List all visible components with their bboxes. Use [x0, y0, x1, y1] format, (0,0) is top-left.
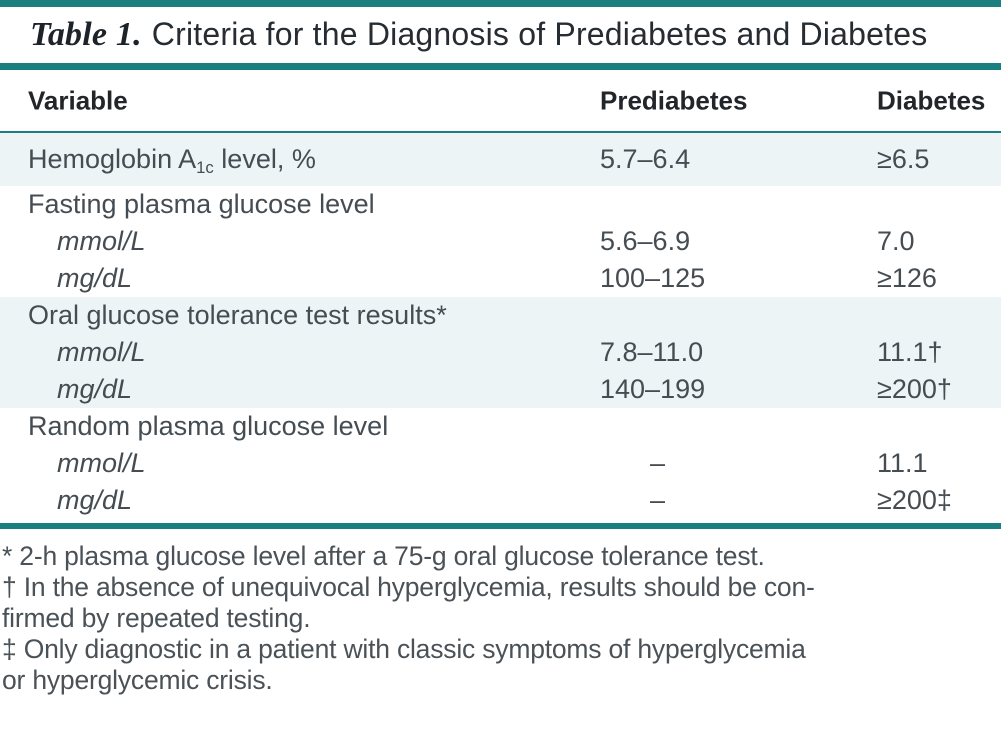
- footnote-line: † In the absence of unequivocal hypergly…: [2, 572, 815, 602]
- cell-diabetes: ≥200†: [877, 374, 952, 404]
- cell-diabetes: 7.0: [877, 226, 915, 256]
- cell-diabetes: ≥126: [877, 263, 937, 293]
- table-title-text: Criteria for the Diagnosis of Prediabete…: [151, 16, 928, 52]
- header-divider-rule: [0, 131, 1001, 133]
- cell-diabetes: ≥6.5: [877, 144, 930, 174]
- table-body: Hemoglobin A1c level, % 5.7–6.4 ≥6.5 Fas…: [0, 133, 1001, 519]
- row-variable: mmol/L: [57, 448, 146, 478]
- table-row: Hemoglobin A1c level, % 5.7–6.4 ≥6.5: [0, 133, 1001, 186]
- row-variable: Hemoglobin A1c level, %: [28, 144, 316, 177]
- row-variable: Fasting plasma glucose level: [28, 189, 375, 219]
- table-row: mmol/L – 11.1: [0, 445, 1001, 482]
- top-accent-bar: [0, 0, 1001, 7]
- table-row: mmol/L 7.8–11.0 11.1†: [0, 334, 1001, 371]
- footnote-line: * 2-h plasma glucose level after a 75-g …: [2, 541, 765, 571]
- subscript-text: 1c: [196, 157, 214, 177]
- cell-prediabetes: 100–125: [600, 263, 706, 293]
- cell-prediabetes: 7.8–11.0: [600, 337, 704, 367]
- row-variable: Oral glucose tolerance test results*: [28, 300, 447, 330]
- table-row: Fasting plasma glucose level: [0, 186, 1001, 223]
- row-variable: mg/dL: [57, 374, 133, 404]
- row-variable: Random plasma glucose level: [28, 411, 389, 441]
- column-header-prediabetes: Prediabetes: [600, 85, 748, 115]
- table-bottom-rule: [0, 523, 1001, 529]
- footnote-line: ‡ Only diagnostic in a patient with clas…: [2, 634, 806, 664]
- cell-prediabetes: –: [650, 485, 666, 515]
- table-row: Random plasma glucose level: [0, 408, 1001, 445]
- column-header-diabetes: Diabetes: [877, 85, 986, 115]
- table-row: Oral glucose tolerance test results*: [0, 297, 1001, 334]
- footnote-line: firmed by repeated testing.: [2, 603, 311, 633]
- row-variable: mmol/L: [57, 226, 146, 256]
- table-row: mmol/L 5.6–6.9 7.0: [0, 223, 1001, 260]
- column-header-variable: Variable: [28, 85, 128, 115]
- footnotes: * 2-h plasma glucose level after a 75-g …: [2, 541, 1001, 696]
- cell-prediabetes: 5.6–6.9: [600, 226, 691, 256]
- cell-prediabetes: 5.7–6.4: [600, 144, 691, 174]
- row-variable: mmol/L: [57, 337, 146, 367]
- cell-diabetes: 11.1†: [877, 337, 943, 367]
- cell-diabetes: 11.1: [877, 448, 928, 478]
- table-row: mg/dL 100–125 ≥126: [0, 260, 1001, 297]
- column-header-row: Variable Prediabetes Diabetes: [0, 70, 1001, 131]
- cell-prediabetes: –: [650, 448, 666, 478]
- title-divider-rule: [0, 63, 1001, 70]
- table-row: mg/dL 140–199 ≥200†: [0, 371, 1001, 408]
- row-variable: mg/dL: [57, 485, 133, 515]
- cell-diabetes: ≥200‡: [877, 485, 952, 515]
- table-row: mg/dL – ≥200‡: [0, 482, 1001, 519]
- footnote-line: or hyperglycemic crisis.: [2, 665, 273, 695]
- cell-prediabetes: 140–199: [600, 374, 706, 404]
- row-variable: mg/dL: [57, 263, 133, 293]
- table-number-label: Table 1.: [30, 16, 142, 53]
- table-title: Table 1. Criteria for the Diagnosis of Pr…: [30, 11, 960, 58]
